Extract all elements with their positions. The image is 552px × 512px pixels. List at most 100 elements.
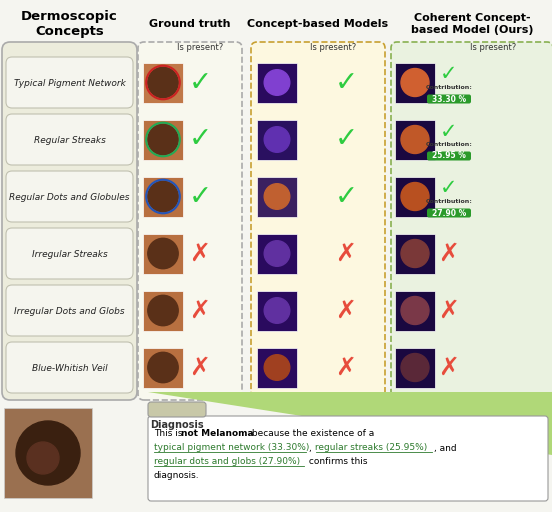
Bar: [395, 119, 435, 160]
Text: Irregular Dots and Globs: Irregular Dots and Globs: [14, 307, 125, 316]
FancyBboxPatch shape: [6, 342, 133, 393]
Text: ✓: ✓: [440, 121, 458, 141]
Text: ✗: ✗: [438, 355, 459, 379]
Bar: [257, 348, 297, 388]
FancyBboxPatch shape: [251, 42, 385, 400]
Text: Diagnosis: Diagnosis: [150, 419, 204, 430]
Text: ✓: ✓: [188, 182, 211, 210]
Circle shape: [401, 353, 429, 381]
Text: ,: ,: [308, 443, 311, 453]
Circle shape: [264, 126, 290, 152]
Text: Regular Streaks: Regular Streaks: [34, 136, 105, 145]
Text: Is present?: Is present?: [177, 42, 223, 52]
Text: 27.90 %: 27.90 %: [432, 208, 466, 218]
Text: Contribution:: Contribution:: [426, 199, 473, 204]
Text: ✗: ✗: [438, 242, 459, 266]
Text: ✗: ✗: [189, 242, 210, 266]
Circle shape: [264, 297, 290, 323]
Bar: [257, 233, 297, 273]
Text: Contribution:: Contribution:: [426, 85, 473, 90]
Text: Blue-Whitish Veil: Blue-Whitish Veil: [31, 364, 107, 373]
Text: Contribution:: Contribution:: [426, 142, 473, 147]
Text: ✓: ✓: [335, 182, 358, 210]
Text: Concept-based Models: Concept-based Models: [247, 19, 389, 29]
Text: Regular Dots and Globules: Regular Dots and Globules: [9, 193, 130, 202]
Circle shape: [264, 355, 290, 380]
Text: regular dots and globs (27.90%): regular dots and globs (27.90%): [154, 458, 300, 466]
Text: ✓: ✓: [335, 69, 358, 96]
Text: ✗: ✗: [336, 355, 357, 379]
Circle shape: [401, 125, 429, 154]
Text: Is present?: Is present?: [310, 42, 356, 52]
Circle shape: [148, 295, 178, 326]
Bar: [143, 177, 183, 217]
FancyBboxPatch shape: [6, 57, 133, 108]
Circle shape: [401, 69, 429, 96]
FancyBboxPatch shape: [427, 152, 471, 160]
FancyBboxPatch shape: [427, 208, 471, 218]
Bar: [395, 177, 435, 217]
Text: Dermoscopic
Concepts: Dermoscopic Concepts: [21, 10, 118, 38]
Text: 25.95 %: 25.95 %: [432, 152, 466, 160]
Text: , and: , and: [434, 443, 457, 453]
FancyBboxPatch shape: [391, 42, 552, 400]
Bar: [143, 233, 183, 273]
Bar: [395, 233, 435, 273]
Text: This is: This is: [154, 430, 185, 438]
Text: Coherent Concept-
based Model (Ours): Coherent Concept- based Model (Ours): [411, 13, 533, 35]
FancyBboxPatch shape: [427, 95, 471, 103]
Text: because the existence of a: because the existence of a: [249, 430, 374, 438]
Text: Irregular Streaks: Irregular Streaks: [31, 250, 108, 259]
FancyBboxPatch shape: [148, 402, 206, 417]
Text: typical pigment network (33.30%): typical pigment network (33.30%): [154, 443, 309, 453]
Bar: [143, 348, 183, 388]
Bar: [395, 290, 435, 331]
Circle shape: [264, 70, 290, 95]
Bar: [395, 348, 435, 388]
Circle shape: [148, 352, 178, 382]
Text: diagnosis.: diagnosis.: [154, 472, 200, 480]
Bar: [143, 62, 183, 102]
Circle shape: [401, 182, 429, 210]
FancyBboxPatch shape: [138, 42, 242, 400]
Circle shape: [401, 296, 429, 325]
FancyBboxPatch shape: [6, 285, 133, 336]
Text: confirms this: confirms this: [306, 458, 368, 466]
Bar: [257, 290, 297, 331]
FancyBboxPatch shape: [2, 42, 137, 400]
Circle shape: [148, 67, 178, 98]
Circle shape: [148, 181, 178, 211]
Bar: [257, 119, 297, 160]
Text: ✗: ✗: [336, 242, 357, 266]
Polygon shape: [148, 392, 552, 455]
Circle shape: [148, 124, 178, 155]
Bar: [257, 177, 297, 217]
FancyBboxPatch shape: [6, 114, 133, 165]
Circle shape: [27, 442, 59, 474]
Text: ✗: ✗: [189, 355, 210, 379]
Text: Ground truth: Ground truth: [149, 19, 231, 29]
Bar: [257, 62, 297, 102]
Bar: [4, 408, 92, 498]
Text: 33.30 %: 33.30 %: [432, 95, 466, 103]
Circle shape: [264, 241, 290, 266]
Text: ✗: ✗: [438, 298, 459, 323]
FancyBboxPatch shape: [148, 416, 548, 501]
Text: ✓: ✓: [335, 125, 358, 154]
Text: Typical Pigment Network: Typical Pigment Network: [14, 79, 125, 88]
Text: Is present?: Is present?: [470, 42, 516, 52]
Bar: [143, 119, 183, 160]
FancyBboxPatch shape: [6, 171, 133, 222]
Text: ✓: ✓: [188, 69, 211, 96]
Text: ✗: ✗: [189, 298, 210, 323]
Bar: [395, 62, 435, 102]
Circle shape: [16, 421, 80, 485]
Text: ✓: ✓: [440, 65, 458, 84]
FancyBboxPatch shape: [6, 228, 133, 279]
Bar: [143, 290, 183, 331]
Circle shape: [401, 240, 429, 267]
Text: regular streaks (25.95%): regular streaks (25.95%): [312, 443, 427, 453]
Text: ✓: ✓: [440, 179, 458, 199]
Text: ✓: ✓: [188, 125, 211, 154]
Text: not Melanoma: not Melanoma: [181, 430, 253, 438]
